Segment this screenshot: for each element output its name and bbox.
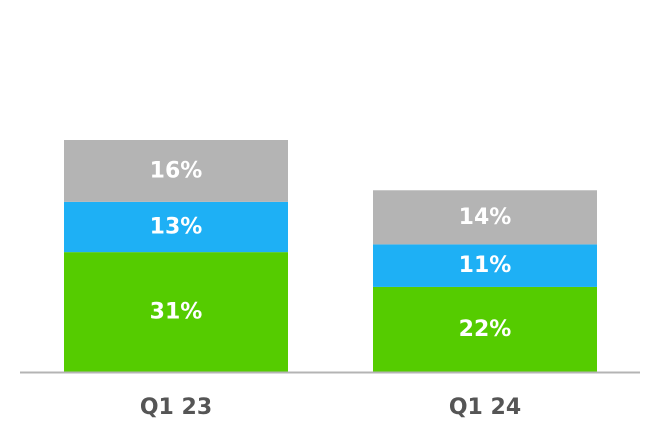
category-tick-label: Q1 24 bbox=[449, 395, 521, 420]
data-label: 14% bbox=[459, 205, 512, 230]
bar-segment bbox=[373, 190, 597, 245]
category-labels: Q1 23 Q1 24 bbox=[140, 395, 521, 420]
bar-segment bbox=[373, 286, 597, 372]
data-label: 16% bbox=[150, 158, 203, 183]
bar-segment bbox=[64, 201, 288, 253]
data-label: 11% bbox=[459, 253, 512, 278]
data-label: 13% bbox=[150, 215, 203, 240]
bar-segment bbox=[373, 244, 597, 287]
data-label: 31% bbox=[150, 300, 203, 325]
bar-segment bbox=[64, 252, 288, 372]
segment-labels: 31% 13% 16% 22% 11% 14% bbox=[150, 158, 512, 342]
bar-segment bbox=[64, 140, 288, 202]
data-label: 22% bbox=[459, 317, 512, 342]
category-tick-label: Q1 23 bbox=[140, 395, 212, 420]
bar-segments bbox=[64, 140, 597, 372]
